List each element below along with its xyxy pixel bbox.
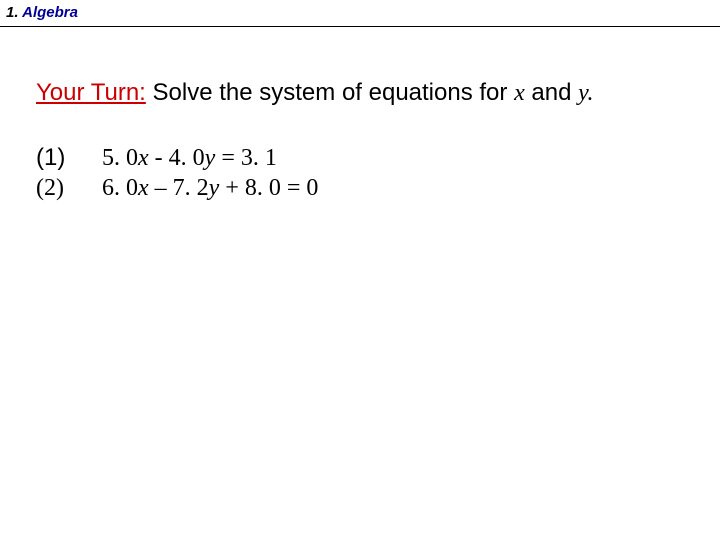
eq-var: y [209,175,220,201]
prompt-text-a: Solve the system of equations for [146,79,514,106]
equation-label: (1) [36,143,102,173]
section-header: 1. Algebra [0,0,720,27]
eq-coef: - 4. 0 [149,145,205,171]
eq-coef: 6. 0 [102,175,138,201]
prompt-end: . [587,80,593,106]
equation-label: (2) [36,173,102,203]
eq-var: x [138,175,149,201]
prompt-text-mid: and [525,79,578,106]
eq-coef: – 7. 2 [149,175,209,201]
prompt-line: Your Turn: Solve the system of equations… [36,79,720,107]
eq-coef: 5. 0 [102,145,138,171]
eq-rhs: = 3. 1 [215,145,277,171]
equation-body: 5. 0x - 4. 0y = 3. 1 [102,143,277,173]
equation-row: (2) 6. 0x – 7. 2y + 8. 0 = 0 [36,173,720,203]
section-number: 1. [6,4,22,21]
slide-content: Your Turn: Solve the system of equations… [0,27,720,203]
equation-body: 6. 0x – 7. 2y + 8. 0 = 0 [102,173,318,203]
eq-rhs: + 8. 0 = 0 [219,175,318,201]
your-turn-label: Your Turn: [36,79,146,106]
equation-block: (1) 5. 0x - 4. 0y = 3. 1 (2) 6. 0x – 7. … [36,143,720,203]
eq-var: y [205,145,216,171]
section-title: Algebra [22,4,78,21]
var-x: x [514,80,525,106]
eq-var: x [138,145,149,171]
equation-row: (1) 5. 0x - 4. 0y = 3. 1 [36,143,720,173]
